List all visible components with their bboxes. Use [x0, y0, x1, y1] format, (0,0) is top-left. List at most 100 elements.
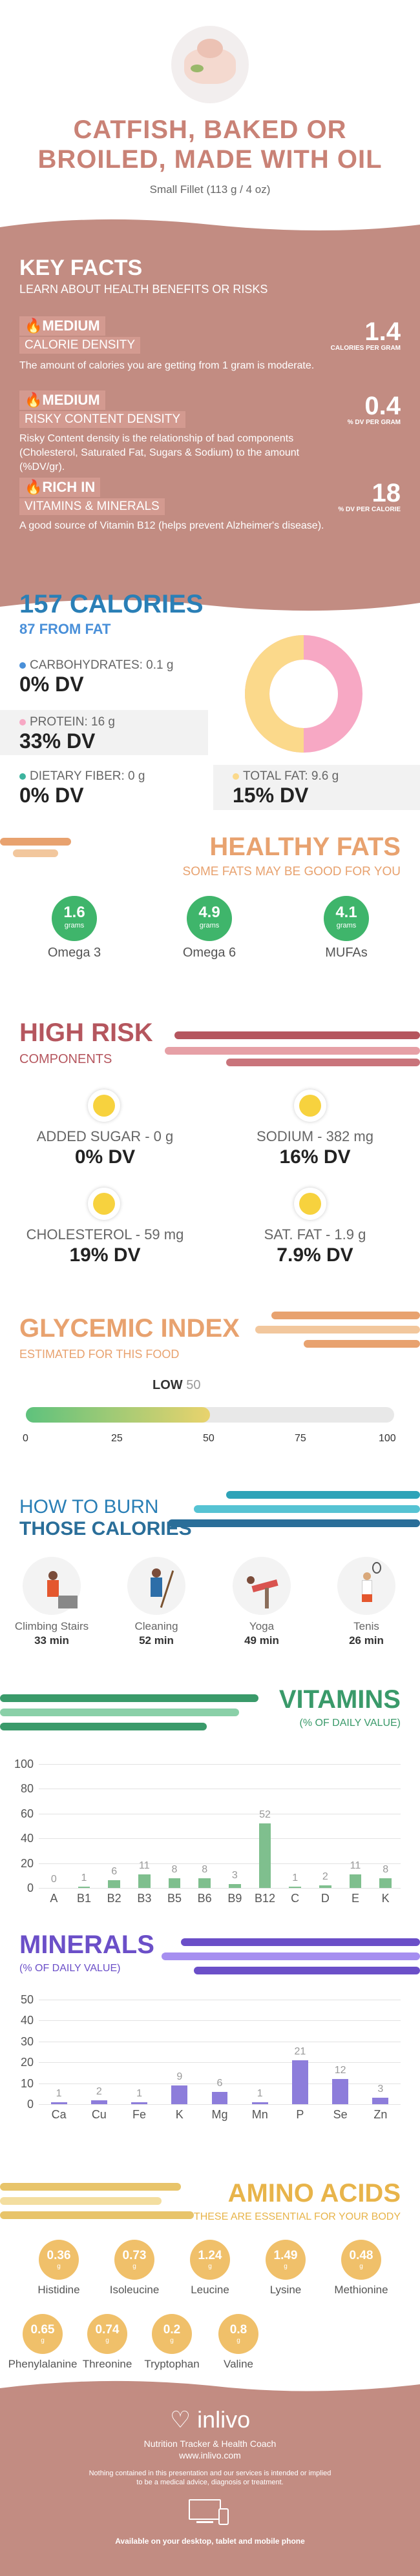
- amino-value: 0.2: [163, 2323, 181, 2337]
- food-title-line1: CATFISH, BAKED OR: [73, 116, 347, 144]
- wave-top: [0, 213, 420, 230]
- chart-bar: [50, 2102, 67, 2104]
- chart-gridline: [39, 1888, 401, 1889]
- chart-value-label: 21: [294, 2045, 306, 2057]
- minerals-title: MINERALS: [19, 1931, 154, 1959]
- chart-y-tick: 80: [20, 1782, 34, 1796]
- chart-gridline: [39, 2104, 401, 2105]
- glycemic-level: LOW: [152, 1378, 183, 1392]
- chart-bar: [319, 1885, 331, 1888]
- chart-category-label: C: [291, 1892, 300, 1905]
- chart-bar: [292, 2060, 308, 2104]
- decor-stripe: [0, 2211, 194, 2219]
- amino-name: Tryptophan: [144, 2358, 200, 2370]
- decor-stripe: [0, 2197, 162, 2205]
- decor-stripe: [181, 1938, 420, 1946]
- chart-value-label: 3: [231, 1870, 238, 1881]
- fat-dot-icon: [233, 773, 239, 780]
- heart-icon: ♡: [169, 2406, 191, 2433]
- key-fact-risky-density: 🔥MEDIUM RISKY CONTENT DENSITY Risky Cont…: [19, 390, 401, 474]
- amino-name: Methionine: [334, 2284, 388, 2296]
- activity-name: Cleaning: [134, 1620, 178, 1632]
- amino-value: 0.36: [47, 2249, 71, 2262]
- chart-value-label: 11: [350, 1860, 361, 1871]
- fiber-dot-icon: [19, 773, 26, 780]
- healthy-fats-title: HEALTHY FATS: [209, 833, 401, 861]
- chart-value-label: 2: [96, 2085, 102, 2097]
- amino-name: Phenylalanine: [8, 2358, 78, 2370]
- smiley-icon: [294, 1188, 326, 1220]
- chart-gridline: [39, 2020, 401, 2022]
- activity-name: Tenis: [353, 1620, 379, 1632]
- chart-category-label: B1: [76, 1892, 91, 1905]
- carbs-dot-icon: [19, 662, 26, 669]
- amino-title: AMINO ACIDS: [227, 2179, 401, 2207]
- fat-name: Omega 3: [47, 946, 101, 960]
- footer-url[interactable]: www.inlivo.com: [179, 2450, 241, 2460]
- decor-stripe: [255, 1326, 420, 1334]
- glycemic-tick: 0: [23, 1433, 28, 1444]
- amino-circle: 1.24 g: [190, 2240, 230, 2280]
- chart-bar: [138, 1874, 151, 1888]
- footer-section: ♡ inlivo Nutrition Tracker & Health Coac…: [0, 2375, 420, 2576]
- key-fact-unit: CALORIES PER GRAM: [330, 345, 401, 352]
- chart-category-label: B6: [197, 1892, 212, 1905]
- chart-category-label: Se: [333, 2108, 348, 2121]
- wave-footer: [0, 2375, 420, 2391]
- activity-name: Climbing Stairs: [14, 1620, 89, 1632]
- activity-time: 33 min: [34, 1634, 69, 1647]
- chart-category-label: Ca: [51, 2108, 67, 2121]
- chart-value-label: 6: [216, 2077, 223, 2089]
- chart-category-label: A: [50, 1892, 58, 1905]
- chart-category-label: Mg: [211, 2108, 228, 2121]
- footer-brand-row: ♡ inlivo: [0, 2406, 420, 2433]
- key-fact-level: 🔥MEDIUM: [19, 390, 105, 410]
- chart-value-label: 8: [383, 1863, 389, 1875]
- high-risk-section: HIGH RISK COMPONENTS ADDED SUGAR - 0 g 0…: [0, 1012, 420, 1266]
- food-image: [171, 26, 249, 103]
- chart-category-label: Fe: [132, 2108, 147, 2121]
- chart-bar: [379, 1878, 392, 1888]
- chart-gridline: [39, 1838, 401, 1840]
- calories-title: 157 CALORIES: [19, 590, 204, 618]
- amino-unit: g: [105, 2337, 109, 2344]
- macro-donut-chart: [245, 635, 362, 753]
- chart-category-label: E: [351, 1892, 359, 1905]
- chart-bar: [229, 1884, 241, 1888]
- chart-bar: [78, 1887, 90, 1888]
- chart-value-label: 9: [176, 2071, 183, 2082]
- glycemic-readout: LOW 50: [152, 1378, 200, 1393]
- amino-section: AMINO ACIDS THESE ARE ESSENTIAL FOR YOUR…: [0, 2175, 420, 2375]
- key-fact-level: 🔥MEDIUM: [19, 316, 105, 336]
- chart-category-label: B5: [167, 1892, 182, 1905]
- fat-circle-omega6: 4.9 grams: [187, 896, 232, 941]
- chart-y-tick: 0: [26, 2098, 34, 2111]
- chart-category-label: B3: [137, 1892, 152, 1905]
- amino-unit: g: [284, 2263, 288, 2270]
- key-fact-desc: Risky Content density is the relationshi…: [19, 433, 300, 472]
- amino-circle: 0.74 g: [87, 2314, 127, 2354]
- amino-unit: g: [57, 2263, 61, 2270]
- chart-category-label: Zn: [373, 2108, 388, 2121]
- burn-title-1: HOW TO BURN: [19, 1496, 159, 1517]
- risk-label: ADDED SUGAR - 0 g: [36, 1128, 174, 1144]
- chart-value-label: 1: [257, 2087, 263, 2099]
- chart-gridline: [39, 2062, 401, 2064]
- amino-grid: 0.36 g Histidine 0.73 g Isoleucine 1.24 g Leucin…: [0, 2240, 420, 2375]
- risk-label: CHOLESTEROL - 59 mg: [26, 1226, 184, 1242]
- risk-label: SODIUM - 382 mg: [257, 1128, 373, 1144]
- chart-value-label: 52: [259, 1809, 271, 1821]
- glycemic-tick: 50: [203, 1433, 215, 1444]
- decor-stripe: [165, 1047, 420, 1055]
- footer-available: Available on your desktop, tablet and mo…: [115, 2537, 305, 2546]
- chart-value-label: 1: [56, 2087, 62, 2099]
- amino-circle: 0.8 g: [218, 2314, 258, 2354]
- chart-bar: [131, 2102, 147, 2104]
- key-fact-name: RISKY CONTENT DENSITY: [19, 411, 186, 428]
- chart-bar: [108, 1880, 120, 1888]
- chart-value-label: 1: [136, 2087, 142, 2099]
- nutrient-fiber: DIETARY FIBER: 0 g 0% DV: [19, 769, 145, 807]
- nutrient-protein: PROTEIN: 16 g 33% DV: [19, 715, 115, 753]
- vitamins-subtitle: (% OF DAILY VALUE): [299, 1718, 401, 1729]
- chart-y-tick: 0: [26, 1881, 34, 1894]
